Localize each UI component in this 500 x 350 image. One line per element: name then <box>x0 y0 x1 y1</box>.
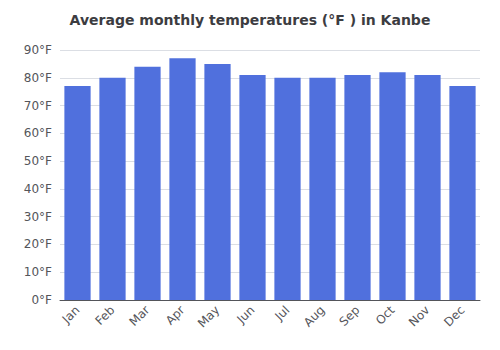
svg-text:Apr: Apr <box>163 303 188 328</box>
svg-text:May: May <box>195 303 222 330</box>
svg-text:70°F: 70°F <box>24 99 52 113</box>
svg-text:Feb: Feb <box>93 303 118 328</box>
svg-text:Dec: Dec <box>441 303 467 329</box>
svg-text:10°F: 10°F <box>24 265 52 279</box>
svg-text:Jul: Jul <box>272 303 293 324</box>
svg-text:90°F: 90°F <box>24 43 52 57</box>
svg-text:Jan: Jan <box>59 303 83 327</box>
svg-text:Nov: Nov <box>406 303 432 329</box>
svg-text:Jun: Jun <box>234 303 258 327</box>
svg-text:Mar: Mar <box>127 303 153 329</box>
svg-text:80°F: 80°F <box>24 71 52 85</box>
svg-text:Oct: Oct <box>373 303 398 328</box>
svg-text:50°F: 50°F <box>24 154 52 168</box>
svg-text:20°F: 20°F <box>24 237 52 251</box>
svg-text:60°F: 60°F <box>24 126 52 140</box>
svg-text:0°F: 0°F <box>31 293 52 307</box>
svg-text:Aug: Aug <box>301 303 327 329</box>
svg-text:40°F: 40°F <box>24 182 52 196</box>
svg-text:Average monthly temperatures (: Average monthly temperatures (°F ) in Ka… <box>70 12 431 28</box>
svg-text:Sep: Sep <box>337 303 363 329</box>
svg-text:30°F: 30°F <box>24 210 52 224</box>
